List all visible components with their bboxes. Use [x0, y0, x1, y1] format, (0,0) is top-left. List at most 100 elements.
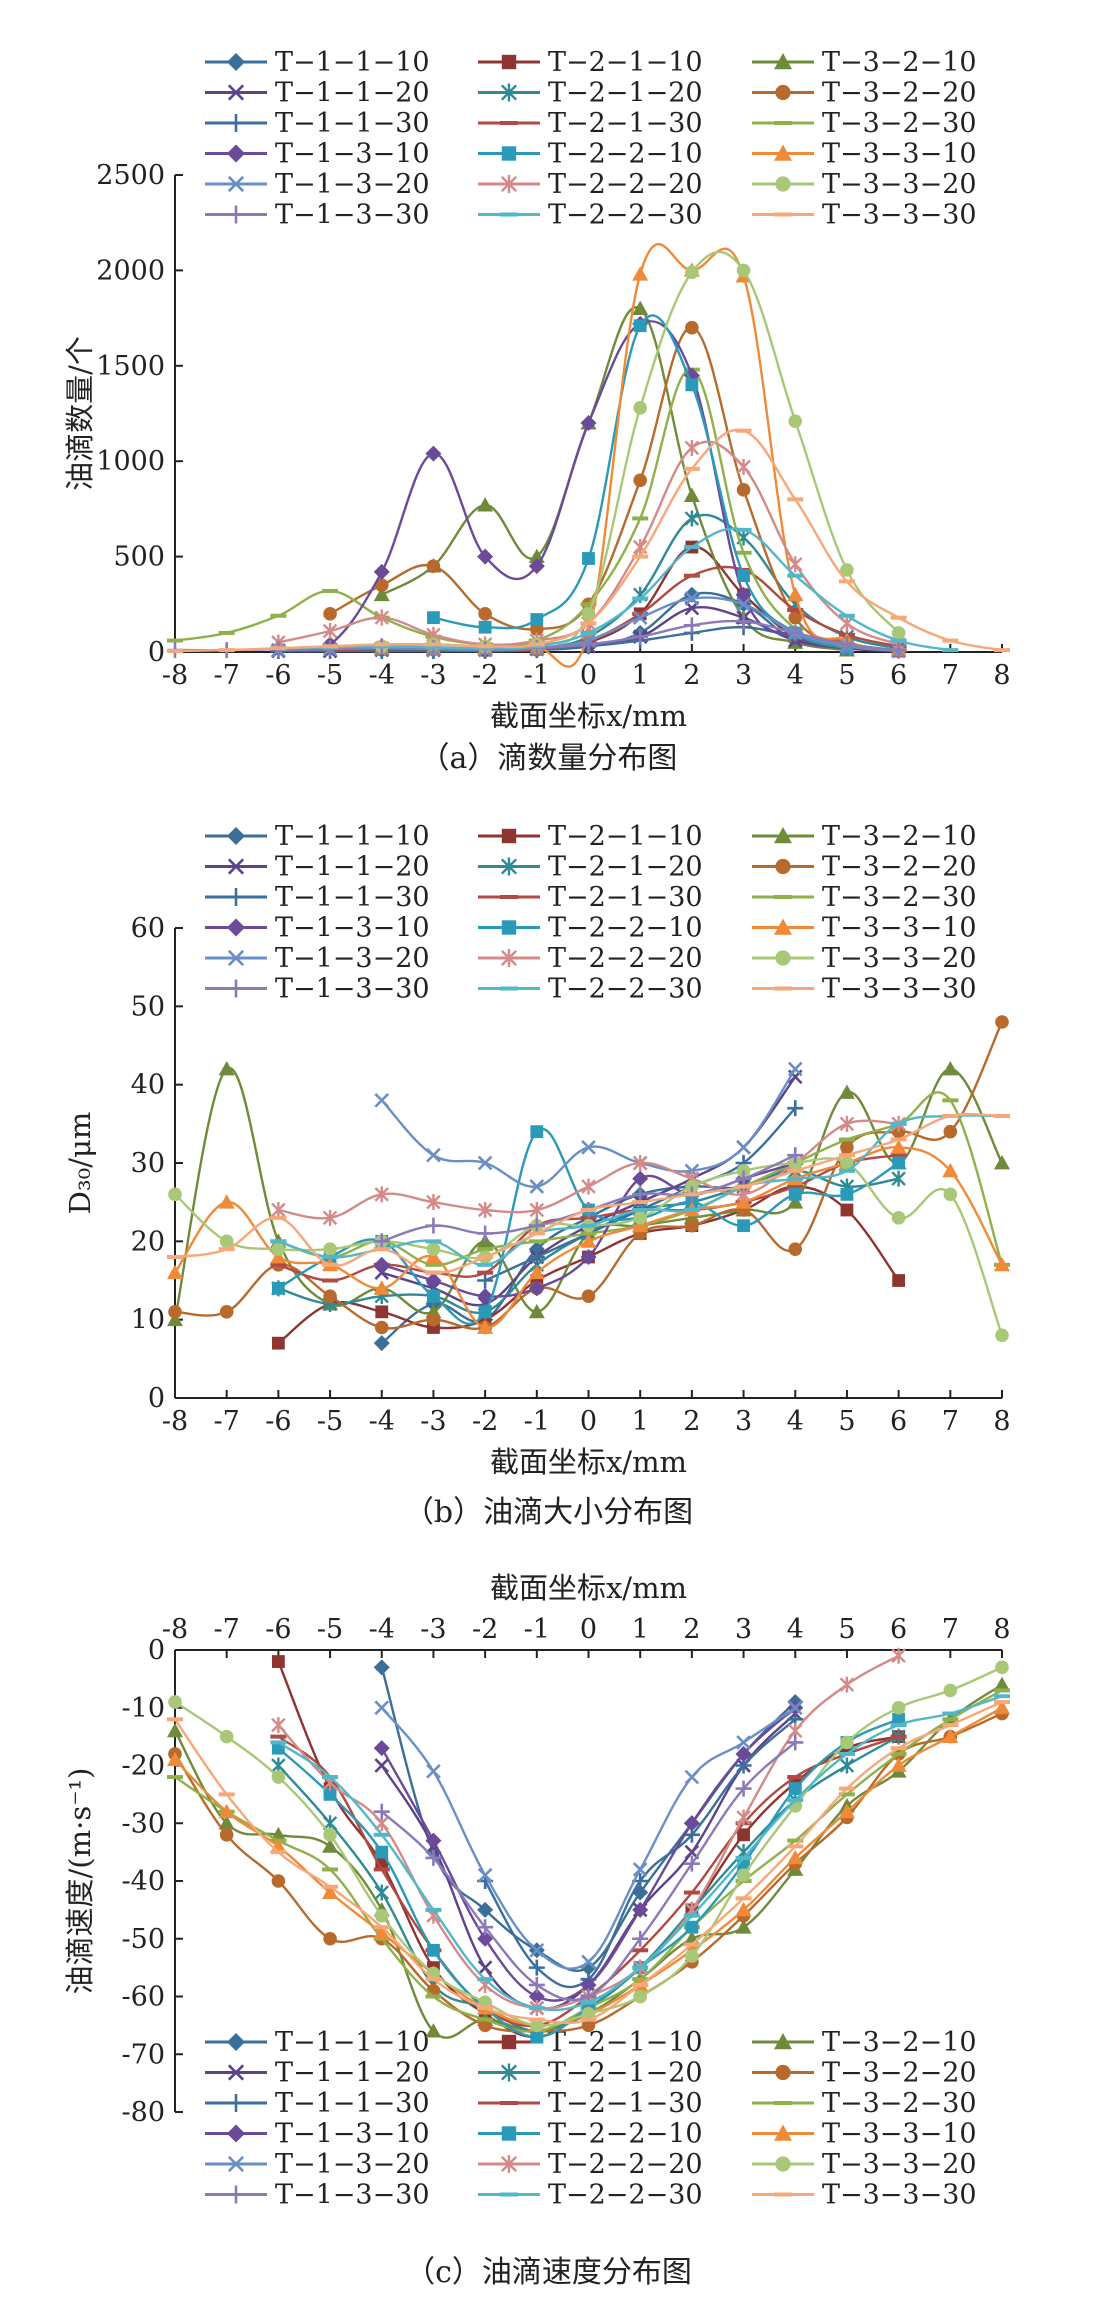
x-tick-label: -5: [317, 660, 343, 691]
legend-label: T−3−2−20: [822, 78, 977, 109]
series-line: [174, 1021, 1004, 1330]
legend-label: T−3−3−10: [822, 139, 977, 170]
legend-label: T−2−1−10: [548, 47, 703, 78]
data-point: [218, 1061, 235, 1076]
data-point: [580, 602, 597, 607]
x-axis-label: 截面坐标x/mm: [490, 699, 687, 733]
series: [373, 1734, 804, 2005]
data-point: [890, 1153, 907, 1158]
legend-label: T−2−1−30: [548, 108, 703, 139]
data-point: [426, 1242, 441, 1256]
legend-swatch-marker: [227, 2033, 245, 2051]
y-tick-label: 0: [148, 637, 165, 668]
data-point: [323, 1289, 337, 1303]
legend-label: T−3−2−30: [822, 108, 977, 139]
data-point: [891, 626, 906, 640]
data-point: [683, 1890, 700, 1895]
data-point: [375, 1305, 389, 1319]
data-point: [942, 1717, 959, 1722]
x-tick-label: 0: [580, 1614, 597, 1645]
data-point: [633, 1211, 647, 1225]
data-point: [373, 1335, 390, 1352]
data-point: [427, 1943, 440, 1957]
y-tick-label: 50: [131, 991, 165, 1022]
y-tick-label: 10: [131, 1305, 165, 1336]
legend-item: T−2−1−20: [478, 852, 703, 883]
data-point: [891, 1647, 906, 1664]
data-point: [425, 1270, 442, 1275]
legend-label: T−1−1−10: [275, 821, 430, 852]
legend-swatch-marker: [774, 827, 792, 844]
data-point: [323, 1828, 337, 1842]
legend-label: T−2−1−20: [548, 78, 703, 109]
data-point: [477, 1225, 494, 1242]
data-point: [735, 550, 752, 555]
data-point: [787, 1849, 804, 1865]
data-point: [787, 573, 804, 578]
x-tick-label: -2: [472, 1406, 498, 1437]
data-point: [477, 497, 494, 512]
data-point: [271, 1874, 286, 1888]
legend-label: T−1−1−30: [275, 882, 430, 913]
data-point: [787, 1194, 804, 1209]
legend-swatch-marker: [501, 2126, 517, 2141]
data-point: [322, 1255, 339, 1259]
y-tick-label: 20: [131, 1226, 165, 1257]
data-point: [425, 1249, 442, 1264]
data-point: [995, 1660, 1009, 1675]
data-point: [373, 1803, 390, 1820]
legend-label: T−2−2−30: [548, 200, 703, 231]
data-point: [891, 1700, 906, 1715]
legend-item: T−3−2−10: [752, 2027, 977, 2058]
data-point: [528, 1264, 545, 1280]
data-point: [373, 586, 390, 602]
x-tick-label: 7: [942, 1406, 959, 1437]
data-point: [736, 458, 751, 475]
data-point: [271, 1281, 285, 1295]
data-point: [632, 611, 649, 616]
data-point: [373, 642, 390, 647]
legend-label: T−3−2−10: [822, 2027, 977, 2058]
legend-a: T−1−1−10 T−2−1−10 T−3−2−10 T−1−1−20 T−2−1−20…: [205, 47, 977, 231]
data-point: [683, 1815, 700, 1832]
legend-swatch-marker: [775, 176, 791, 192]
data-point: [838, 613, 855, 618]
data-point: [580, 2017, 597, 2022]
data-point: [168, 1187, 182, 1202]
x-tick-label: 7: [942, 660, 959, 691]
legend-label: T−2−1−20: [548, 2058, 703, 2089]
data-point: [219, 1234, 234, 1249]
data-point: [684, 1769, 700, 1785]
data-point: [270, 613, 287, 618]
data-point: [735, 1855, 752, 1860]
legend-item: T−2−1−10: [478, 821, 703, 852]
chart-caption: （c）油滴速度分布图: [405, 2255, 692, 2290]
data-point: [580, 415, 597, 432]
data-point: [477, 1270, 494, 1275]
x-tick-label: -4: [369, 1406, 395, 1437]
data-point: [787, 1147, 804, 1164]
data-point: [581, 2018, 596, 2033]
legend-label: T−3−3−20: [822, 943, 977, 974]
legend-item: T−3−2−10: [752, 47, 977, 78]
data-point: [581, 1140, 596, 1155]
data-point: [270, 1262, 287, 1267]
data-point: [530, 2018, 544, 2033]
legend-swatch-marker: [774, 144, 792, 161]
data-point: [735, 1919, 752, 1934]
data-point: [737, 569, 750, 583]
legend-swatch-marker: [774, 212, 792, 217]
x-axis-label: 截面坐标x/mm: [490, 1571, 687, 1605]
data-point: [271, 1242, 286, 1256]
legend-item: T−2−1−30: [478, 2088, 703, 2119]
legend-swatch-marker: [227, 2094, 245, 2112]
data-point: [632, 610, 648, 625]
data-point: [685, 265, 699, 280]
data-point: [736, 483, 751, 497]
legend-swatch-marker: [227, 949, 245, 967]
legend-item: T−1−3−20: [205, 169, 430, 200]
data-point: [838, 1751, 855, 1756]
data-point: [840, 1140, 854, 1155]
data-point: [838, 1084, 855, 1099]
data-point: [373, 1832, 390, 1837]
